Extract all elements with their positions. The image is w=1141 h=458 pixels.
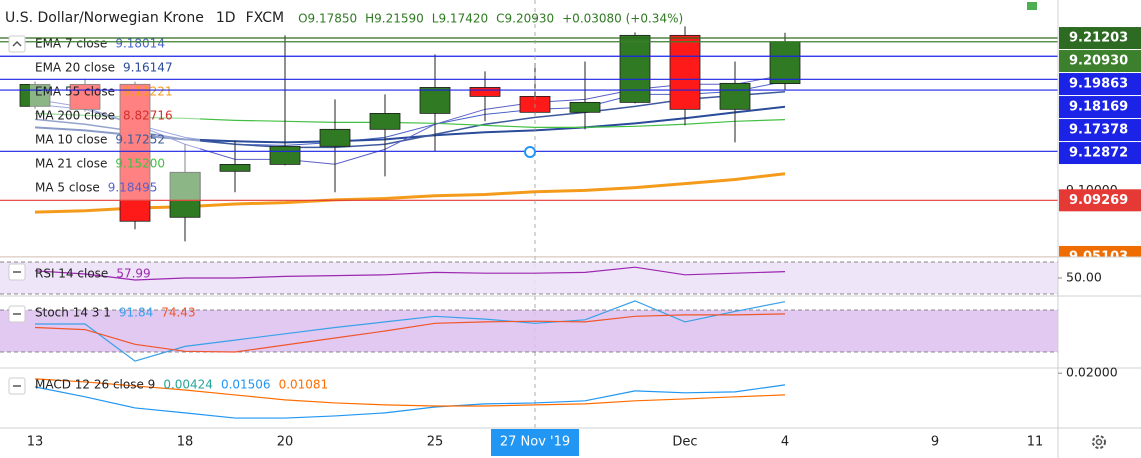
price-label: 9.17378: [1069, 123, 1128, 138]
candle-body: [119, 83, 151, 222]
x-tick-label: 9: [931, 435, 939, 450]
pane-button[interactable]: [8, 305, 26, 323]
candle-body: [269, 145, 301, 165]
legend-value: 9.18495: [108, 181, 158, 195]
legend-name: EMA 20 close: [35, 61, 115, 75]
indicator-line: [34, 74, 786, 165]
band-fill: [0, 262, 1058, 294]
legend-value: 57.99: [116, 267, 150, 281]
price-label: 9.18169: [1069, 100, 1128, 115]
legend-name: EMA 7 close: [35, 37, 107, 51]
pane-legend: RSI 14 close: [35, 267, 108, 281]
legend-value: 9.17252: [115, 133, 165, 147]
band-fill: [0, 309, 1058, 352]
pane-legend: Stoch 14 3 1: [35, 306, 111, 320]
candle-body: [319, 128, 351, 147]
legend-value: 74.43: [161, 306, 195, 320]
settings-button[interactable]: [1092, 435, 1106, 449]
y-tick-label: 50.00: [1066, 270, 1102, 285]
indicator-line: [34, 91, 786, 149]
pane-button[interactable]: [8, 263, 26, 281]
price-label-box: [1059, 27, 1141, 50]
header-source: FXCM: [246, 10, 284, 26]
legend-name: MA 5 close: [35, 181, 100, 195]
indicator-panes: [0, 0, 1058, 428]
pane-legend: MACD 12 26 close 9: [35, 378, 155, 392]
candle-body: [619, 34, 651, 103]
candle-body: [469, 87, 501, 97]
price-label-box: [1059, 245, 1141, 257]
price-label: 9.09269: [1069, 193, 1128, 208]
price-label-box: [1059, 96, 1141, 119]
legend-name: MA 21 close: [35, 157, 107, 171]
price-label: 9.05103: [1069, 249, 1128, 264]
candle-body: [569, 101, 601, 113]
ohlc-value: H9.21590: [365, 12, 424, 26]
ohlc-value: L9.17420: [432, 12, 488, 26]
price-label-box: [1059, 50, 1141, 73]
candle-body: [219, 163, 251, 172]
indicator-line: [34, 80, 786, 146]
indicator-line: [34, 378, 786, 407]
symbol-title: U.S. Dollar/Norwegian Krone: [5, 10, 204, 26]
legend-value: 9.16147: [123, 61, 173, 75]
collapse-button[interactable]: [8, 35, 26, 53]
price-label-box: [1059, 189, 1141, 212]
ohlc-value: C9.20930: [496, 12, 554, 26]
candle-body: [69, 84, 101, 110]
x-tick-label: 20: [277, 435, 294, 450]
price-label: 9.12872: [1069, 146, 1128, 161]
x-tick-label: Dec: [672, 435, 697, 450]
indicator-line: [34, 313, 786, 353]
candle-body: [719, 82, 751, 110]
crosshair-label-box: [491, 429, 579, 456]
legend-name: MA 10 close: [35, 133, 107, 147]
price-label: 9.19863: [1069, 77, 1128, 92]
candle-body: [669, 34, 701, 110]
ohlc-value: O9.17850: [298, 12, 357, 26]
legend-value: 0.01081: [279, 378, 329, 392]
indicator-line: [34, 172, 786, 214]
x-tick-label: 4: [781, 435, 789, 450]
candle-body: [419, 87, 451, 114]
price-label-box: [1059, 142, 1141, 165]
x-tick-label: 13: [27, 435, 44, 450]
x-tick-label: 18: [177, 435, 194, 450]
price-label-box: [1059, 73, 1141, 96]
header-interval: 1D: [216, 10, 236, 26]
x-tick-label: 11: [1027, 435, 1044, 450]
indicator-line: [34, 112, 786, 129]
status-indicator: [1027, 2, 1037, 10]
legend-value: 91.84: [119, 306, 153, 320]
indicator-line: [35, 300, 786, 362]
price-label: 9.20930: [1069, 54, 1128, 69]
candle-body: [369, 113, 401, 130]
legend-value: 9.18014: [115, 37, 165, 51]
alert-marker[interactable]: [524, 146, 536, 158]
legend-value: 0.00424: [163, 378, 213, 392]
legend-backdrop: [30, 33, 200, 201]
x-tick-label: 27 Nov '19: [500, 435, 570, 450]
y-tick-label: 0.02000: [1066, 365, 1118, 380]
ohlc-value: +0.03080 (+0.34%): [562, 12, 683, 26]
price-label-box: [1059, 119, 1141, 142]
legend-value: 0.01506: [221, 378, 271, 392]
legend-name: EMA 55 close: [35, 85, 115, 99]
candle-body: [169, 171, 201, 218]
legend-value: 9.15200: [115, 157, 165, 171]
pane-button[interactable]: [8, 377, 26, 395]
x-tick-label: 25: [427, 435, 444, 450]
indicator-line: [34, 266, 786, 281]
candle-body: [769, 41, 801, 85]
legend-value: 8.82716: [123, 109, 173, 123]
indicator-line: [34, 384, 786, 419]
legend-value: 9.11221: [123, 85, 173, 99]
price-label: 9.21203: [1069, 31, 1128, 46]
legend-name: MA 200 close: [35, 109, 115, 123]
